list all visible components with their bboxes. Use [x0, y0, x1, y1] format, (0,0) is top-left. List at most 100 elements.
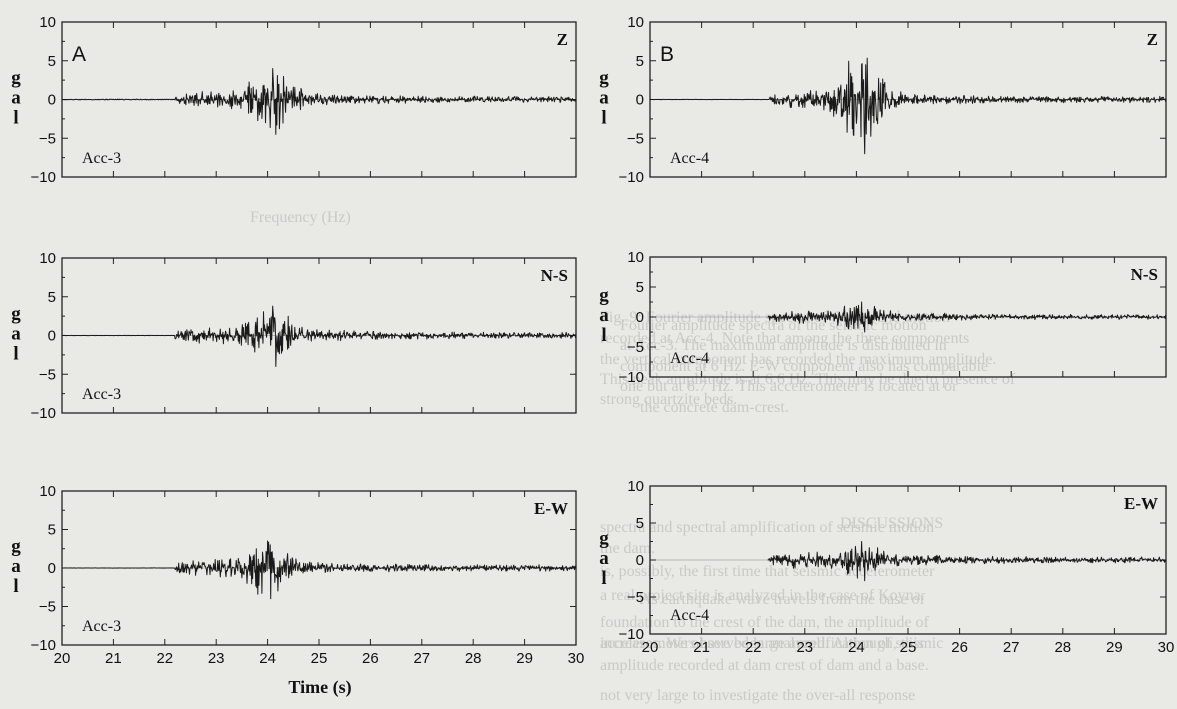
- x-tick-label: 28: [465, 650, 482, 667]
- x-tick-label: 29: [1106, 639, 1123, 656]
- panel-a-e-w: −10 −5 0 5 10 20 21 22 23 24 25 26 27 28 29 30 gal E-W Acc…: [11, 483, 584, 667]
- y-axis-label-char: a: [599, 88, 609, 109]
- y-axis-label-char: a: [599, 305, 609, 326]
- x-tick-label: 25: [311, 650, 328, 667]
- station-label: Acc-3: [82, 618, 121, 635]
- acceleration-trace: [767, 541, 1167, 582]
- y-tick-label: −10: [619, 169, 644, 186]
- x-tick-label: 24: [848, 639, 865, 656]
- y-tick-label: 5: [636, 515, 644, 532]
- panel-a-z: −10 −5 0 5 10 gal Z Acc-3 A: [11, 14, 577, 186]
- y-tick-label: −5: [627, 339, 644, 356]
- y-tick-label: −10: [619, 369, 644, 386]
- y-axis-label-char: l: [601, 108, 606, 129]
- y-tick-label: 0: [636, 552, 644, 569]
- x-tick-label: 30: [1158, 639, 1175, 656]
- plot-panels: −10−50510galZAcc-3A−10−50510galZAcc-4B−1…: [11, 14, 1174, 667]
- x-tick-label: 24: [259, 650, 276, 667]
- component-label: N-S: [1131, 265, 1158, 284]
- background-text-line: foundation to the crest of the dam, the …: [600, 614, 929, 631]
- component-label: N-S: [541, 266, 568, 285]
- background-text-line: component at 6 Hz. E-W component also ha…: [620, 358, 988, 375]
- station-label: Acc-4: [670, 350, 709, 367]
- y-tick-label: 10: [39, 483, 56, 500]
- y-axis-label-char: a: [11, 556, 21, 577]
- component-label: E-W: [534, 499, 568, 518]
- y-axis-label-char: g: [11, 68, 21, 89]
- acceleration-trace: [650, 57, 1167, 155]
- x-tick-label: 30: [568, 650, 585, 667]
- station-label: Acc-3: [82, 150, 121, 167]
- y-tick-label: −10: [31, 169, 56, 186]
- background-text-line: As earthquake wave travels from the base…: [640, 591, 925, 608]
- y-tick-label: −5: [39, 366, 56, 383]
- y-tick-label: 10: [39, 14, 56, 31]
- y-tick-label: 10: [627, 249, 644, 266]
- y-axis-label-char: l: [601, 325, 606, 346]
- y-tick-label: 5: [48, 289, 56, 306]
- background-text-line: spectra and spectral amplification of se…: [600, 519, 934, 536]
- x-tick-label: 27: [1003, 639, 1020, 656]
- y-tick-label: 5: [636, 279, 644, 296]
- x-tick-label: 22: [745, 639, 762, 656]
- background-text-line: Frequency (Hz): [250, 209, 351, 226]
- y-axis-label-char: l: [601, 568, 606, 589]
- station-label: Acc-4: [670, 150, 709, 167]
- x-axis-label-left: Time (s): [288, 677, 351, 698]
- panel-a-n-s: −10 −5 0 5 10 gal N-S Acc-3: [11, 250, 577, 422]
- acceleration-trace: [767, 301, 1167, 333]
- station-label: Acc-4: [670, 607, 709, 624]
- y-axis-label-char: a: [11, 324, 21, 345]
- component-label: Z: [1147, 30, 1158, 49]
- background-text-line: the dam.: [600, 540, 655, 557]
- y-tick-label: −10: [619, 626, 644, 643]
- y-axis-label-char: g: [599, 68, 609, 89]
- y-tick-label: −5: [39, 130, 56, 147]
- y-tick-label: 0: [636, 92, 644, 109]
- acceleration-trace: [61, 68, 577, 135]
- y-tick-label: 10: [627, 14, 644, 31]
- background-text-line: increases. We observed large amplificati…: [600, 635, 943, 652]
- background-text-line: the vertical component has recorded the …: [600, 351, 996, 368]
- y-tick-label: −10: [31, 405, 56, 422]
- y-tick-label: 0: [48, 328, 56, 345]
- y-tick-label: 0: [48, 560, 56, 577]
- component-label: Z: [557, 30, 568, 49]
- background-text-line: not very large to investigate the over-a…: [600, 687, 915, 704]
- background-text-line: This peak amplitude is at 6.6 Hz. This m…: [600, 371, 1016, 388]
- background-text-line: the concrete dam-crest.: [640, 399, 789, 416]
- background-page-text: Fig. 9: Fourier amplitude spectra of the…: [250, 209, 1016, 704]
- y-axis-label-char: l: [13, 108, 18, 129]
- background-text-line: accelerometers have been analyzed. Altho…: [600, 635, 924, 652]
- background-text-line: amplitude recorded at dam crest of dam a…: [600, 657, 929, 674]
- y-tick-label: 5: [48, 522, 56, 539]
- x-tick-label: 28: [1054, 639, 1071, 656]
- x-tick-label: 21: [105, 650, 122, 667]
- y-axis-label-char: l: [13, 344, 18, 365]
- acceleration-trace: [62, 305, 577, 367]
- x-tick-label: 20: [54, 650, 71, 667]
- panel-b-n-s: −10 −5 0 5 10 gal N-S Acc-4: [599, 249, 1167, 386]
- y-tick-label: −5: [39, 599, 56, 616]
- x-axis-titles: Time (s): [288, 677, 351, 698]
- x-tick-label: 21: [693, 639, 710, 656]
- panel-b-e-w: −10 −5 0 5 10 20 21 22 23 24 25 26 27 28 29 30 gal E-W Acc…: [599, 478, 1174, 656]
- y-tick-label: −10: [31, 637, 56, 654]
- y-axis-label-char: g: [11, 304, 21, 325]
- y-tick-label: 5: [48, 53, 56, 70]
- y-tick-label: −5: [627, 589, 644, 606]
- component-label: E-W: [1124, 494, 1158, 513]
- x-tick-label: 29: [516, 650, 533, 667]
- background-text-line: one but at 8.7 Hz. This accelerometer is…: [620, 378, 958, 395]
- panel-b-z: −10 −5 0 5 10 gal Z Acc-4 B: [599, 14, 1167, 186]
- y-axis-label-char: g: [599, 528, 609, 549]
- background-text-line: recorded at Acc-4. Note that among the t…: [600, 330, 969, 347]
- x-tick-label: 23: [796, 639, 813, 656]
- x-tick-label: 20: [642, 639, 659, 656]
- y-tick-label: −5: [627, 130, 644, 147]
- x-tick-label: 22: [156, 650, 173, 667]
- background-text-line: strong quartzite beds.: [600, 391, 737, 408]
- x-tick-label: 26: [951, 639, 968, 656]
- x-tick-label: 27: [413, 650, 430, 667]
